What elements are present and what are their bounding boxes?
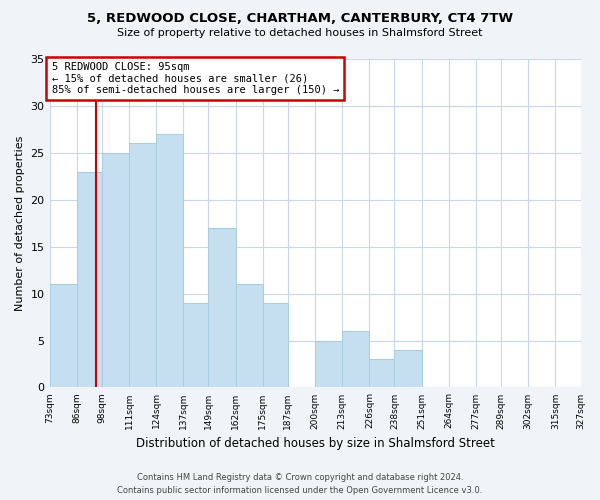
- Bar: [184, 303, 208, 388]
- Text: Contains HM Land Registry data © Crown copyright and database right 2024.
Contai: Contains HM Land Registry data © Crown c…: [118, 474, 482, 495]
- Bar: [156, 134, 184, 388]
- Bar: [129, 144, 156, 388]
- Text: 5, REDWOOD CLOSE, CHARTHAM, CANTERBURY, CT4 7TW: 5, REDWOOD CLOSE, CHARTHAM, CANTERBURY, …: [87, 12, 513, 26]
- Text: Size of property relative to detached houses in Shalmsford Street: Size of property relative to detached ho…: [117, 28, 483, 38]
- Bar: [50, 284, 77, 388]
- Bar: [263, 303, 288, 388]
- Bar: [77, 172, 102, 388]
- Bar: [342, 331, 370, 388]
- Bar: [315, 340, 342, 388]
- X-axis label: Distribution of detached houses by size in Shalmsford Street: Distribution of detached houses by size …: [136, 437, 494, 450]
- Text: 5 REDWOOD CLOSE: 95sqm
← 15% of detached houses are smaller (26)
85% of semi-det: 5 REDWOOD CLOSE: 95sqm ← 15% of detached…: [52, 62, 339, 95]
- Bar: [208, 228, 236, 388]
- Y-axis label: Number of detached properties: Number of detached properties: [15, 136, 25, 311]
- Bar: [370, 360, 394, 388]
- Bar: [102, 153, 129, 388]
- Bar: [394, 350, 422, 388]
- Bar: [236, 284, 263, 388]
